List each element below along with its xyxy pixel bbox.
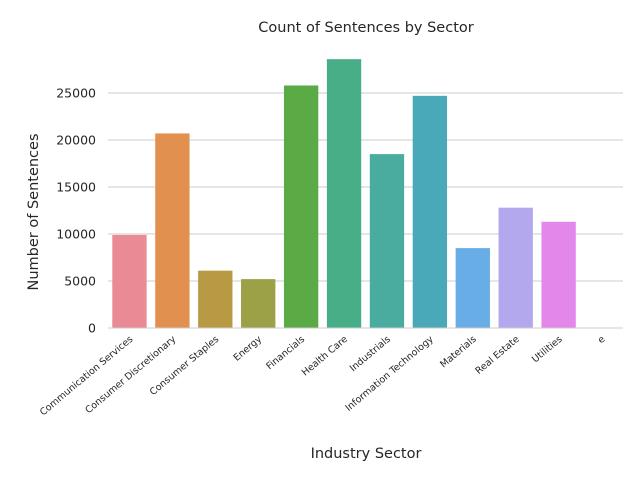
y-tick-label: 10000 xyxy=(56,227,96,242)
y-tick-label: 25000 xyxy=(56,86,96,101)
y-tick-label: 20000 xyxy=(56,133,96,148)
bar xyxy=(412,95,448,328)
x-tick-label: e xyxy=(596,334,608,346)
bar xyxy=(455,248,490,328)
y-tick-label: 5000 xyxy=(64,274,96,289)
bar xyxy=(241,279,276,328)
y-tick-labels: 0 5000 10000 15000 20000 25000 xyxy=(56,86,96,336)
bar xyxy=(498,207,533,328)
bar xyxy=(155,133,190,328)
x-tick-label: Energy xyxy=(232,334,265,364)
gridlines xyxy=(108,92,623,282)
x-tick-label: Financials xyxy=(264,334,307,372)
x-tick-label: Health Care xyxy=(300,334,350,379)
x-tick-label: Industrials xyxy=(348,334,393,374)
x-tick-label: Materials xyxy=(438,334,478,370)
bar xyxy=(369,154,405,328)
x-tick-label: Information Technology xyxy=(344,334,437,414)
bar xyxy=(283,85,319,328)
x-tick-label: Real Estate xyxy=(474,334,522,377)
y-tick-label: 0 xyxy=(88,321,96,336)
x-axis-label: Industry Sector xyxy=(311,446,422,462)
y-axis-label: Number of Sentences xyxy=(26,133,42,290)
bar xyxy=(326,59,362,328)
bar xyxy=(112,234,147,328)
x-tick-label: Utilities xyxy=(530,334,564,365)
bar xyxy=(541,221,576,328)
chart-title: Count of Sentences by Sector xyxy=(258,20,473,36)
y-tick-label: 15000 xyxy=(56,180,96,195)
bar xyxy=(198,270,233,328)
bars xyxy=(112,59,576,328)
